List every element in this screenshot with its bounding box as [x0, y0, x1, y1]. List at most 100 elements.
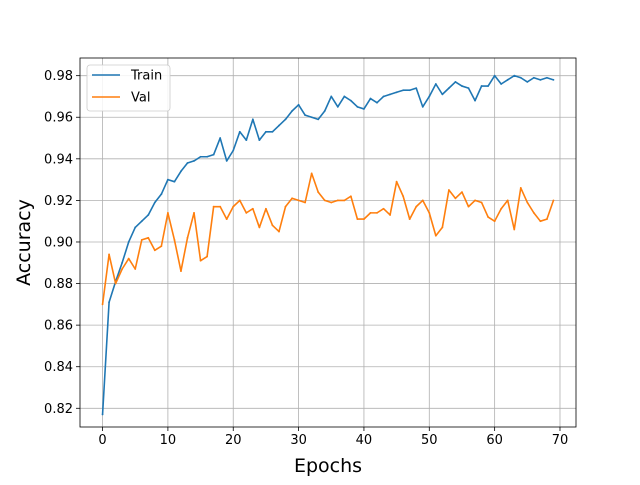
x-tick-label: 20 — [225, 433, 242, 448]
data-point-train — [330, 95, 333, 98]
data-point-train — [317, 118, 320, 121]
data-point-val — [363, 218, 365, 221]
data-point-val — [238, 199, 241, 202]
data-point-val — [428, 211, 431, 214]
data-point-train — [363, 108, 365, 110]
data-point-train — [395, 91, 398, 94]
data-point-train — [284, 118, 287, 121]
data-point-val — [186, 236, 189, 239]
data-point-val — [369, 211, 372, 214]
data-point-val — [493, 220, 496, 223]
y-tick-label: 0.92 — [44, 194, 73, 209]
data-point-train — [389, 93, 391, 96]
data-point-train — [134, 226, 137, 229]
data-point-val — [317, 191, 320, 193]
series-line-train — [101, 74, 554, 415]
data-point-val — [415, 205, 418, 208]
data-point-train — [546, 76, 548, 79]
x-tick-label: 50 — [421, 433, 438, 448]
data-point-val — [271, 224, 274, 227]
data-point-train — [186, 162, 189, 164]
data-point-train — [539, 78, 542, 81]
data-point-val — [153, 249, 156, 252]
data-point-val — [199, 259, 202, 262]
data-point-val — [284, 205, 287, 208]
data-point-train — [153, 201, 156, 204]
data-point-val — [127, 257, 130, 260]
data-point-train — [454, 81, 457, 83]
data-point-val — [193, 211, 195, 214]
data-point-val — [448, 189, 450, 191]
data-point-val — [173, 239, 176, 241]
data-point-val — [506, 199, 509, 202]
data-point-val — [500, 207, 503, 210]
data-point-train — [428, 95, 431, 98]
data-point-train — [291, 110, 293, 112]
data-point-val — [265, 207, 267, 210]
legend-label-train: Train — [130, 69, 162, 84]
y-axis-ticks: 0.82 0.84 0.86 0.88 0.90 0.92 0.94 0.96 0.98 — [44, 69, 80, 417]
data-point-val — [121, 268, 124, 270]
series-val — [101, 172, 555, 306]
data-point-train — [434, 83, 437, 85]
data-point-train — [441, 93, 444, 96]
data-point-val — [101, 303, 104, 306]
series-train — [101, 74, 555, 416]
y-axis-title: Accuracy — [13, 199, 35, 286]
data-point-train — [461, 85, 463, 87]
data-point-val — [402, 195, 405, 198]
x-tick-label: 60 — [486, 433, 503, 448]
data-point-train — [180, 170, 182, 173]
data-point-train — [199, 155, 202, 158]
data-point-val — [356, 218, 359, 221]
data-point-train — [552, 78, 555, 81]
x-tick-label: 70 — [552, 433, 569, 448]
data-point-train — [206, 155, 209, 158]
data-point-train — [251, 118, 254, 121]
data-point-val — [519, 187, 522, 189]
data-point-train — [415, 87, 418, 90]
data-point-val — [376, 211, 378, 214]
data-point-train — [382, 95, 385, 98]
data-point-val — [441, 226, 444, 229]
data-point-train — [121, 261, 124, 264]
data-point-train — [369, 97, 372, 100]
legend-label-val: Val — [131, 91, 150, 106]
data-point-val — [336, 199, 339, 202]
data-point-train — [421, 105, 424, 108]
data-point-val — [251, 207, 254, 210]
data-point-val — [526, 201, 529, 204]
data-point-train — [474, 99, 476, 102]
data-point-val — [349, 195, 352, 198]
data-point-val — [219, 205, 222, 208]
data-point-val — [395, 180, 398, 183]
data-point-val — [343, 199, 346, 202]
data-point-val — [382, 207, 385, 210]
data-point-val — [552, 199, 555, 202]
data-point-val — [513, 228, 516, 231]
data-point-train — [258, 139, 261, 142]
axes-frame — [79, 57, 577, 428]
data-point-train — [160, 193, 163, 196]
data-point-train — [356, 105, 359, 108]
data-point-val — [546, 218, 548, 221]
data-point-val — [245, 211, 248, 214]
x-tick-label: 30 — [290, 433, 307, 448]
data-point-train — [127, 241, 130, 243]
series-line-val — [101, 172, 555, 305]
y-tick-label: 0.86 — [44, 319, 73, 334]
data-point-train — [101, 413, 104, 416]
data-point-train — [500, 83, 503, 85]
data-point-train — [219, 137, 222, 139]
data-point-train — [212, 153, 215, 156]
data-point-val — [480, 201, 483, 204]
data-point-train — [408, 89, 411, 92]
data-point-train — [513, 74, 516, 77]
data-point-val — [108, 253, 110, 256]
data-point-val — [389, 214, 391, 216]
data-point-train — [271, 130, 274, 133]
y-tick-label: 0.98 — [44, 69, 73, 84]
x-tick-label: 0 — [98, 433, 106, 448]
data-point-train — [323, 110, 326, 112]
